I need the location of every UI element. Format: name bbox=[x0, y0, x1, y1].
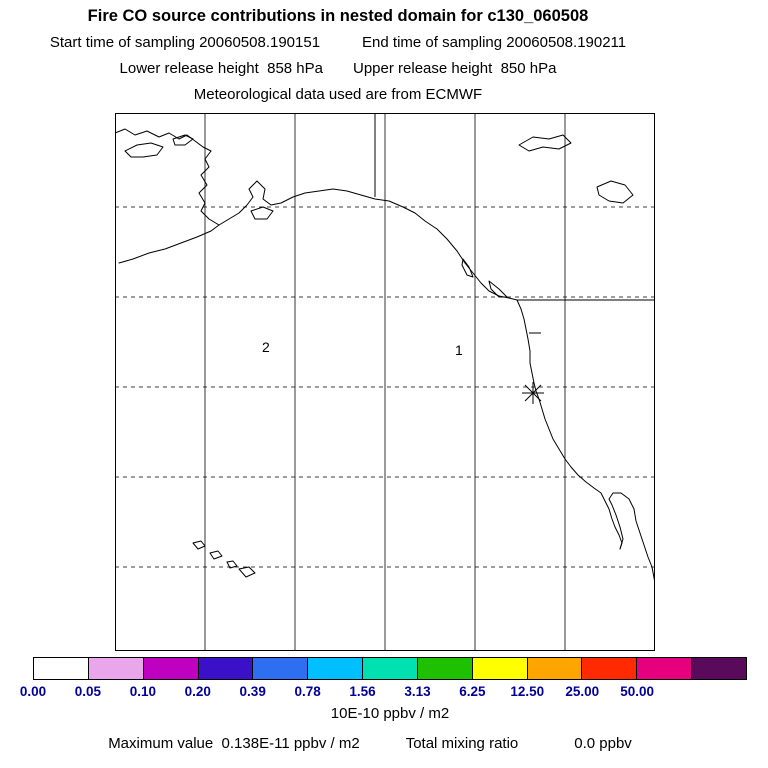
colorbar bbox=[33, 657, 747, 680]
longitude-gridlines bbox=[204, 113, 566, 651]
colorbar-tick-label: 50.00 bbox=[620, 684, 655, 699]
colorbar-segment bbox=[691, 658, 746, 679]
colorbar-segment bbox=[526, 658, 582, 679]
colorbar-tick-label: 6.25 bbox=[459, 684, 486, 699]
colorbar-tick-label: 12.50 bbox=[510, 684, 545, 699]
colorbar-tick-label: 0.20 bbox=[184, 684, 211, 699]
colorbar-segment bbox=[87, 658, 143, 679]
sampling-time-row: Start time of sampling 20060508.190151 En… bbox=[0, 34, 676, 51]
colorbar-segment bbox=[636, 658, 692, 679]
colorbar-tick-label: 0.10 bbox=[129, 684, 156, 699]
release-marker-asterisk bbox=[522, 382, 544, 404]
colorbar-segment bbox=[34, 658, 88, 679]
colorbar-tick-label: 0.00 bbox=[19, 684, 47, 699]
colorbar-tick-label: 25.00 bbox=[565, 684, 600, 699]
colorbar-segment bbox=[581, 658, 637, 679]
domain-label-2: 2 bbox=[262, 339, 270, 355]
total-mixing-value: 0.0 ppbv bbox=[574, 735, 632, 752]
release-height-row: Lower release height 858 hPa Upper releas… bbox=[0, 60, 676, 77]
met-source-text: Meteorological data used are from ECMWF bbox=[193, 86, 483, 103]
map-panel: 2 1 bbox=[115, 113, 655, 651]
start-time-text: Start time of sampling 20060508.190151 bbox=[49, 34, 321, 51]
colorbar-segment bbox=[252, 658, 308, 679]
domain-label-1: 1 bbox=[455, 342, 463, 358]
colorbar-ticks: 0.00 0.05 0.10 0.20 0.39 0.78 1.56 3.13 6.25 12.5… bbox=[20, 684, 747, 700]
colorbar-tick-label: 0.78 bbox=[294, 684, 321, 699]
colorbar-segment bbox=[197, 658, 253, 679]
colorbar-tick-label: 0.39 bbox=[239, 684, 266, 699]
colorbar-segment bbox=[416, 658, 472, 679]
colorbar-segment bbox=[307, 658, 363, 679]
colorbar-tick-label: 0.05 bbox=[74, 684, 102, 699]
lower-release-text: Lower release height 858 hPa bbox=[119, 60, 323, 77]
maximum-value-text: Maximum value 0.138E-11 ppbv / m2 bbox=[108, 735, 360, 752]
colorbar-segment bbox=[471, 658, 527, 679]
footer-stats-row: Maximum value 0.138E-11 ppbv / m2 Total m… bbox=[0, 735, 740, 752]
coastlines bbox=[115, 128, 655, 584]
colorbar-segment bbox=[362, 658, 417, 679]
total-mixing-label: Total mixing ratio bbox=[405, 735, 519, 752]
colorbar-tick-label: 3.13 bbox=[404, 684, 431, 699]
end-time-text: End time of sampling 20060508.190211 bbox=[362, 34, 627, 51]
upper-release-text: Upper release height 850 hPa bbox=[353, 60, 557, 77]
figure-title: Fire CO source contributions in nested d… bbox=[87, 7, 589, 25]
colorbar-tick-label: 1.56 bbox=[349, 684, 376, 699]
colorbar-segment bbox=[142, 658, 198, 679]
political-borders bbox=[374, 113, 655, 301]
colorbar-units: 10E-10 ppbv / m2 bbox=[330, 705, 450, 722]
